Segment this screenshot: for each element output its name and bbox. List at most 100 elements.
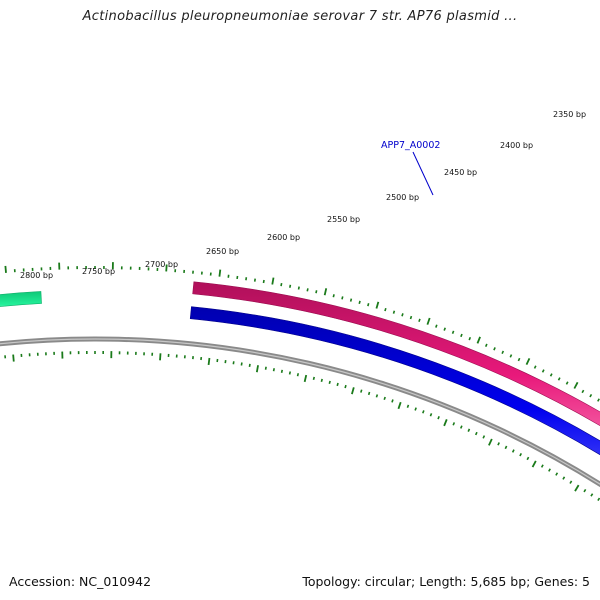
outer-major-tick (525, 357, 531, 366)
inner-minor-tick (474, 431, 478, 436)
outer-minor-tick (581, 389, 585, 394)
inner-major-tick (351, 387, 355, 395)
inner-minor-tick (437, 416, 440, 420)
inner-minor-tick (320, 378, 323, 382)
outer-minor-tick (418, 318, 421, 323)
tick-label-2800: 2800 bp (20, 271, 53, 280)
tick-label-2500: 2500 bp (386, 193, 419, 202)
inner-minor-tick (497, 442, 500, 446)
outer-minor-tick (565, 381, 569, 385)
inner-minor-tick (328, 380, 331, 385)
inner-minor-tick (344, 384, 347, 389)
inner-minor-tick (264, 366, 267, 370)
outer-tick-ring (4, 262, 600, 402)
gene-label-pointer (412, 151, 434, 196)
inner-major-tick (488, 438, 493, 446)
inner-major-tick (303, 374, 308, 383)
inner-major-tick (255, 365, 259, 373)
outer-minor-tick (509, 354, 513, 358)
outer-minor-tick (517, 357, 521, 362)
inner-minor-tick (504, 445, 508, 450)
outer-major-tick (323, 288, 328, 296)
outer-minor-tick (557, 377, 561, 381)
inner-minor-tick (360, 389, 363, 393)
topology-summary: Topology: circular; Length: 5,685 bp; Ge… (302, 574, 590, 589)
outer-minor-tick (533, 365, 537, 369)
inner-minor-tick (583, 488, 587, 493)
outer-major-tick (375, 301, 380, 309)
outer-minor-tick (401, 313, 404, 317)
outer-minor-tick (297, 286, 300, 290)
inner-minor-tick (519, 452, 523, 457)
cds-feature[interactable] (189, 306, 600, 511)
outer-major-tick (426, 317, 431, 325)
inner-minor-tick (422, 410, 425, 414)
outer-minor-tick (280, 283, 283, 287)
outer-minor-tick (435, 324, 438, 328)
inner-minor-tick (367, 391, 371, 396)
inner-minor-tick (406, 404, 410, 408)
inner-minor-tick (391, 399, 394, 403)
inner-minor-tick (526, 456, 530, 461)
outer-minor-tick (409, 315, 413, 320)
tick-label-2400: 2400 bp (500, 141, 533, 150)
inner-major-tick (574, 484, 580, 492)
inner-minor-tick (511, 449, 515, 453)
tick-label-2650: 2650 bp (206, 247, 239, 256)
outer-minor-tick (262, 279, 265, 284)
outer-minor-tick (468, 336, 472, 341)
outer-minor-tick (484, 343, 488, 348)
outer-minor-tick (367, 303, 370, 307)
inner-minor-tick (540, 464, 544, 468)
outer-minor-tick (306, 288, 309, 292)
outer-minor-tick (443, 327, 446, 331)
outer-minor-tick (460, 333, 463, 338)
outer-minor-tick (541, 369, 545, 373)
tick-label-2700: 2700 bp (145, 260, 178, 269)
outer-minor-tick (549, 373, 553, 377)
inner-minor-tick (562, 476, 566, 480)
outer-minor-tick (289, 284, 292, 288)
inner-minor-tick (248, 363, 251, 367)
inner-minor-tick (569, 480, 573, 484)
outer-major-tick (476, 336, 481, 344)
inner-minor-tick (590, 493, 594, 497)
inner-minor-tick (555, 472, 559, 476)
inner-minor-tick (467, 428, 471, 432)
accession-label: Accession: NC_010942 (9, 574, 152, 589)
inner-tick-ring (4, 351, 600, 502)
outer-minor-tick (589, 394, 593, 398)
outer-minor-tick (349, 298, 353, 302)
outer-minor-tick (332, 294, 335, 298)
inner-major-tick (397, 401, 402, 410)
inner-minor-tick (482, 435, 486, 439)
outer-minor-tick (358, 300, 361, 304)
inner-minor-tick (336, 382, 339, 387)
inner-major-tick (443, 419, 448, 427)
gene-feature-forward[interactable] (192, 281, 600, 491)
outer-minor-tick (451, 330, 455, 334)
outer-major-tick (218, 269, 222, 277)
inner-minor-tick (459, 425, 463, 429)
outer-minor-tick (384, 307, 387, 312)
outer-major-tick (573, 381, 579, 389)
inner-minor-tick (429, 413, 433, 417)
inner-minor-tick (312, 376, 315, 381)
inner-minor-tick (597, 497, 600, 502)
outer-minor-tick (501, 350, 505, 354)
outer-minor-tick (341, 296, 344, 300)
backbone-ring-highlight (0, 338, 600, 485)
inner-major-tick (12, 354, 15, 362)
tick-label-2750: 2750 bp (82, 267, 115, 276)
inner-minor-tick (272, 368, 275, 372)
gene-feature-left[interactable] (0, 291, 42, 317)
gene-label-app7-a0002[interactable]: APP7_A0002 (381, 140, 440, 151)
inner-minor-tick (296, 373, 300, 377)
outer-major-tick (271, 277, 275, 285)
inner-minor-tick (414, 407, 417, 411)
inner-minor-tick (383, 396, 386, 401)
inner-minor-tick (280, 369, 283, 373)
outer-minor-tick (392, 310, 396, 314)
outer-minor-tick (493, 347, 496, 351)
